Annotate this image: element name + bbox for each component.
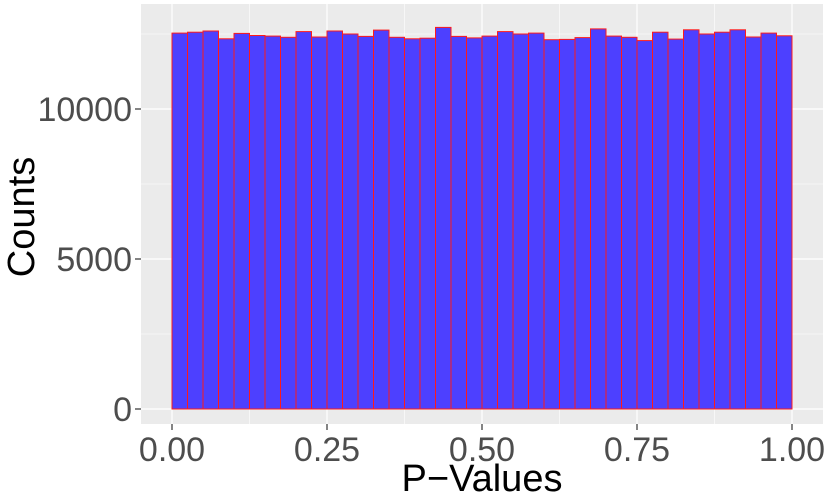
histogram-bar	[249, 35, 266, 410]
histogram-bar	[574, 37, 591, 410]
histogram-bar	[698, 33, 715, 410]
x-tick-label: 0.75	[604, 431, 670, 469]
x-tick-label: 0.50	[449, 431, 515, 469]
histogram-bar	[636, 40, 653, 410]
histogram-bar	[528, 32, 545, 410]
y-axis: 0 5000 10000	[37, 91, 141, 429]
histogram-bar	[559, 38, 576, 410]
y-tick-label: 10000	[37, 91, 132, 129]
x-tick-label: 0.25	[294, 431, 360, 469]
histogram-bar	[652, 31, 669, 410]
histogram-bar	[543, 39, 560, 410]
x-tick-label: 1.00	[759, 431, 825, 469]
y-tick-label: 0	[113, 391, 132, 429]
histogram-bar	[435, 26, 452, 410]
histogram-bar	[745, 36, 762, 410]
histogram-bar	[481, 35, 498, 410]
histogram-bar	[419, 37, 436, 410]
histogram-bar	[404, 38, 421, 410]
histogram-bar	[311, 36, 328, 410]
histogram-bar	[233, 32, 250, 410]
histogram-bar	[187, 31, 204, 410]
histogram-bar	[512, 33, 529, 410]
histogram-bar	[590, 28, 607, 410]
histogram-bar	[450, 35, 467, 410]
histogram-bar	[605, 35, 622, 410]
histogram-bar	[683, 29, 700, 410]
histogram-bar	[264, 35, 281, 410]
histogram-bar	[342, 33, 359, 410]
histogram-bar	[388, 36, 405, 410]
histogram-bar	[621, 36, 638, 410]
histogram-bar	[497, 31, 514, 410]
bars	[171, 26, 793, 410]
histogram-bar	[466, 37, 483, 410]
y-tick-label: 5000	[56, 241, 132, 279]
histogram-bar	[760, 32, 777, 410]
histogram-bar	[171, 32, 188, 410]
histogram-bar	[280, 36, 297, 410]
histogram-bar	[729, 29, 746, 410]
histogram-bar	[373, 29, 390, 410]
x-axis-title: P−Values	[402, 458, 563, 498]
histogram-bar	[218, 38, 235, 410]
histogram-bar	[776, 35, 793, 410]
histogram-bar	[667, 38, 684, 410]
histogram-bar	[295, 31, 312, 410]
y-axis-title: Counts	[1, 157, 43, 277]
x-tick-label: 0.00	[139, 431, 205, 469]
x-axis: 0.00 0.25 0.50 0.75 1.00	[139, 424, 825, 469]
histogram-bar	[357, 35, 374, 410]
histogram-bar	[326, 30, 343, 410]
histogram-bar	[202, 30, 219, 410]
histogram-bar	[714, 31, 731, 410]
